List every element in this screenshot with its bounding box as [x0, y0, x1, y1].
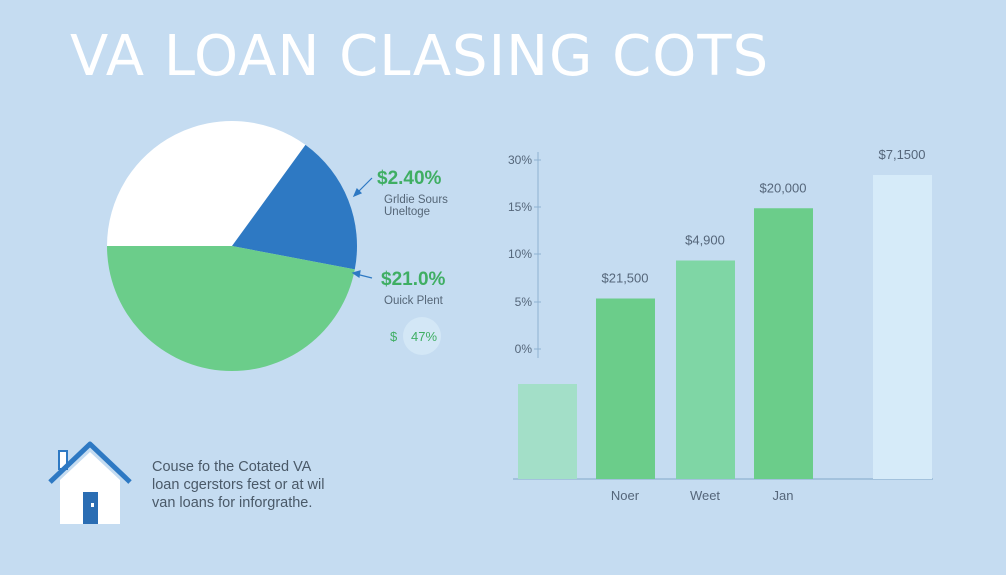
leader-arrow [351, 270, 361, 279]
pie-slice-1 [232, 144, 358, 270]
house-icon [48, 441, 132, 524]
pie-annotation-prefix: $ [390, 329, 398, 344]
pie-slice-2 [106, 246, 355, 372]
footnote-text: Couse fo the Cotated VA loan cgerstors f… [152, 458, 324, 512]
footnote-line: van loans for inforgrathe. [152, 495, 313, 511]
pie-annotation-text: Grldie Sours [384, 194, 448, 206]
pie-annotation-value: 47% [411, 329, 437, 344]
pie-annotation-value: $21.0% [381, 269, 446, 290]
pie-annotation-text: Ouick Plent [384, 295, 444, 307]
pie-annotation-value: $2.40% [377, 168, 442, 189]
footnote-line: Couse fo the Cotated VA [152, 459, 312, 475]
footnote-line: loan cgerstors fest or at wil [152, 477, 325, 493]
leader-arrow [352, 187, 363, 198]
pie-annotation-text: Uneltoge [384, 206, 430, 218]
percent-bubble [403, 317, 441, 355]
page-title: VA LOAN CLASING COTS [70, 24, 770, 89]
pie-slice-0 [106, 120, 306, 246]
